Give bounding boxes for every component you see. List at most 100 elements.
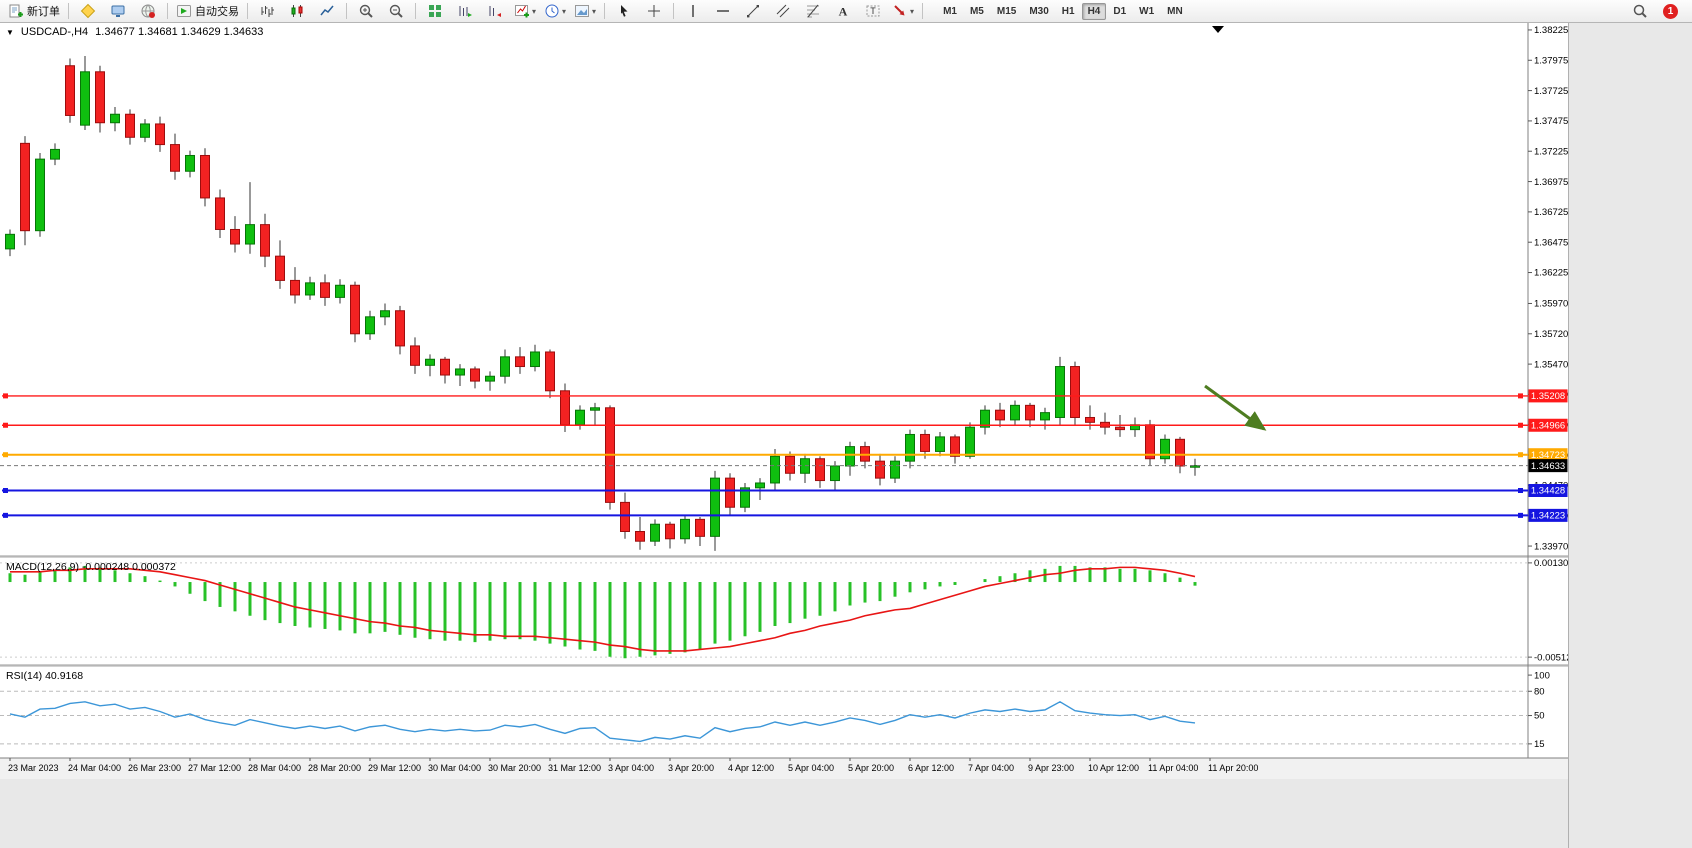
svg-text:1.38225: 1.38225 [1534, 25, 1568, 36]
timeframe-h4-button[interactable]: H4 [1081, 2, 1107, 20]
svg-text:1.35720: 1.35720 [1534, 329, 1568, 340]
channel-icon [776, 4, 790, 18]
indicators-icon [515, 5, 529, 18]
dropdown-caret-icon: ▾ [532, 6, 537, 16]
toolbar-separator [922, 3, 924, 19]
svg-text:11 Apr 20:00: 11 Apr 20:00 [1208, 763, 1258, 773]
ohlc-values: 1.34677 1.34681 1.34629 1.34633 [95, 26, 264, 38]
vline-icon [692, 5, 694, 17]
svg-text:1.33970: 1.33970 [1534, 541, 1568, 552]
macd-axis[interactable]: 0.001307 -0.005123 [1528, 558, 1568, 663]
rsi-line [9, 700, 1196, 743]
label-button[interactable]: T [858, 0, 888, 22]
svg-text:7 Apr 04:00: 7 Apr 04:00 [968, 763, 1014, 773]
periods-button[interactable]: ▾ [540, 0, 570, 22]
horizontal-line-button[interactable] [708, 0, 738, 22]
community-button[interactable] [133, 0, 163, 22]
toolbar-separator [167, 3, 168, 19]
svg-text:1.34966: 1.34966 [1531, 420, 1565, 431]
vertical-line-button[interactable] [678, 0, 708, 22]
svg-text:1.36475: 1.36475 [1534, 237, 1568, 248]
svg-text:30 Mar 04:00: 30 Mar 04:00 [428, 763, 481, 773]
price-badges: 1.35208 1.34966 1.34723 1.34428 1.34223 1.346… [1528, 389, 1568, 522]
svg-text:1.35470: 1.35470 [1534, 359, 1568, 370]
label-icon: T [866, 5, 880, 17]
timeframe-m1-button[interactable]: M1 [943, 5, 957, 17]
svg-text:1.36725: 1.36725 [1534, 207, 1568, 218]
tile-icon [429, 5, 441, 17]
svg-text:1.36975: 1.36975 [1534, 177, 1568, 188]
rsi-axis[interactable]: 100 80 50 15 [1528, 670, 1550, 750]
macd-signal-line [10, 566, 1196, 652]
svg-text:1.36225: 1.36225 [1534, 268, 1568, 279]
timeframe-m5-button[interactable]: M5 [969, 5, 984, 17]
time-axis-strip[interactable] [0, 758, 1568, 779]
dropdown-caret-icon: ▾ [562, 6, 567, 16]
tile-windows-button[interactable] [420, 0, 450, 22]
svg-text:1.34428: 1.34428 [1531, 486, 1565, 497]
zoom-in-icon [359, 4, 373, 18]
timeframe-m30-button[interactable]: M30 [1029, 5, 1049, 17]
pane-splitter[interactable] [0, 556, 1568, 558]
svg-text:5 Apr 04:00: 5 Apr 04:00 [788, 763, 834, 773]
chart-canvas[interactable]: 1.38225 1.37975 1.37725 1.37475 1.37225 1.369… [0, 22, 1568, 779]
templates-button[interactable]: ▾ [570, 0, 600, 22]
pane-splitter[interactable] [0, 665, 1568, 667]
svg-text:26 Mar 23:00: 26 Mar 23:00 [128, 763, 181, 773]
horizontal-line-objects[interactable] [2, 393, 1528, 518]
text-button[interactable]: A [828, 0, 858, 22]
trend-arrow-annotation[interactable] [1204, 384, 1267, 431]
chart-candles-button[interactable] [282, 0, 312, 22]
svg-text:3 Apr 20:00: 3 Apr 20:00 [668, 763, 714, 773]
autotrading-button[interactable]: 自动交易 [172, 0, 243, 22]
svg-text:3 Apr 04:00: 3 Apr 04:00 [608, 763, 654, 773]
autotrading-icon [177, 5, 191, 17]
search-button[interactable] [1625, 0, 1655, 22]
zoom-in-button[interactable] [351, 0, 381, 22]
svg-text:-0.005123: -0.005123 [1534, 652, 1568, 663]
chart-window[interactable]: 1.38225 1.37975 1.37725 1.37475 1.37225 1.369… [0, 22, 1568, 779]
chart-shift-marker-icon[interactable] [1212, 26, 1224, 33]
metaeditor-button[interactable] [73, 0, 103, 22]
zoom-out-button[interactable] [381, 0, 411, 22]
chart-line-button[interactable] [312, 0, 342, 22]
auto-scroll-button[interactable] [450, 0, 480, 22]
crosshair-icon [648, 5, 661, 17]
svg-text:28 Mar 04:00: 28 Mar 04:00 [248, 763, 301, 773]
toolbar-separator [247, 3, 248, 19]
time-axis[interactable]: 23 Mar 2023 24 Mar 04:00 26 Mar 23:00 27 Ma… [8, 758, 1258, 773]
svg-text:6 Apr 12:00: 6 Apr 12:00 [908, 763, 954, 773]
cursor-button[interactable] [609, 0, 639, 22]
timeframe-mn-button[interactable]: MN [1167, 5, 1183, 17]
chart-bars-button[interactable] [252, 0, 282, 22]
svg-text:5 Apr 20:00: 5 Apr 20:00 [848, 763, 894, 773]
timeframe-w1-button[interactable]: W1 [1139, 5, 1155, 17]
chart-background [0, 22, 1568, 779]
crosshair-button[interactable] [639, 0, 669, 22]
svg-text:29 Mar 12:00: 29 Mar 12:00 [368, 763, 421, 773]
svg-text:1.34723: 1.34723 [1531, 450, 1565, 461]
svg-text:31 Mar 12:00: 31 Mar 12:00 [548, 763, 601, 773]
svg-text:28 Mar 20:00: 28 Mar 20:00 [308, 763, 361, 773]
channel-button[interactable] [768, 0, 798, 22]
timeframe-m15-button[interactable]: M15 [996, 5, 1017, 17]
fibo-icon [807, 4, 820, 18]
rsi-label: RSI(14) 40.9168 [6, 670, 84, 682]
symbol-period: USDCAD-,H4 [20, 26, 89, 38]
timeframe-bar: M1 M5 M15 M30 H1 H4 D1 W1 MN [937, 2, 1189, 20]
notification-badge[interactable]: 1 [1663, 3, 1678, 19]
timeframe-h1-button[interactable]: H1 [1061, 5, 1075, 17]
timeframe-d1-button[interactable]: D1 [1113, 5, 1127, 17]
new-order-button[interactable]: 新订单 [4, 0, 64, 22]
svg-text:1.37475: 1.37475 [1534, 116, 1568, 127]
chart-shift-button[interactable] [480, 0, 510, 22]
trendline-button[interactable] [738, 0, 768, 22]
indicators-button[interactable]: ▾ [510, 0, 540, 22]
terminal-button[interactable] [103, 0, 133, 22]
svg-text:1.35970: 1.35970 [1534, 299, 1568, 310]
one-click-trading-caret-icon[interactable]: ▼ [6, 27, 14, 37]
globe-icon [141, 4, 155, 18]
arrows-button[interactable]: ▾ [888, 0, 918, 22]
fibonacci-button[interactable] [798, 0, 828, 22]
